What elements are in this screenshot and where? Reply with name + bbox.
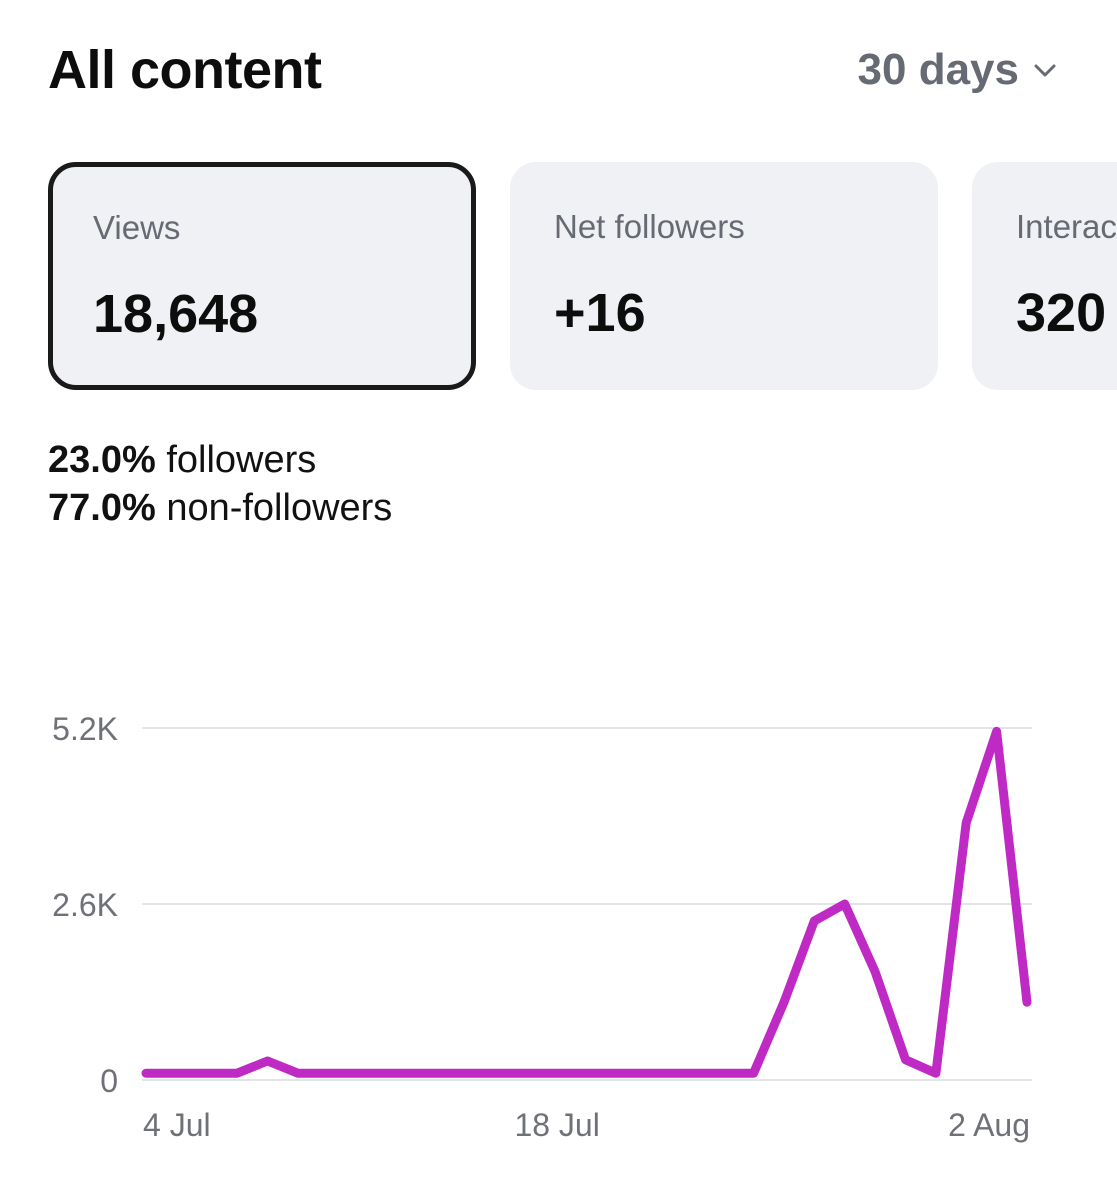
chevron-down-icon xyxy=(1034,64,1056,77)
net-followers-card[interactable]: Net followers +16 xyxy=(510,162,938,390)
followers-row: 23.0% followers xyxy=(48,436,392,484)
date-range-dropdown[interactable]: 30 days xyxy=(858,42,1059,98)
followers-text: followers xyxy=(166,439,317,481)
interactions-card[interactable]: Interactions 320 xyxy=(972,162,1117,390)
y-tick-label: 0 xyxy=(100,1063,118,1099)
series-line-views xyxy=(141,726,1032,1078)
net-followers-label: Net followers xyxy=(554,208,745,245)
y-tick-label: 5.2K xyxy=(52,711,118,747)
metric-cards: Views 18,648 Net followers +16 Interacti… xyxy=(48,162,1117,390)
y-tick-label: 2.6K xyxy=(52,887,118,923)
followers-percent: 23.0% xyxy=(48,439,156,481)
non-followers-row: 77.0% non-followers xyxy=(48,484,392,532)
x-tick-label: 2 Aug xyxy=(948,1107,1030,1143)
interactions-value: 320 xyxy=(1016,283,1107,343)
views-line-chart: 0 2.6K 5.2K 4 Jul 18 Jul 2 Aug xyxy=(52,711,1032,1143)
non-followers-percent: 77.0% xyxy=(48,487,156,529)
x-tick-label: 4 Jul xyxy=(143,1107,211,1143)
interactions-label: Interactions xyxy=(1016,208,1117,245)
views-value: 18,648 xyxy=(93,284,259,344)
audience-breakdown: 23.0% followers 77.0% non-followers xyxy=(48,436,392,532)
date-range-label: 30 days xyxy=(857,45,1019,94)
x-tick-label: 18 Jul xyxy=(514,1107,599,1143)
non-followers-text: non-followers xyxy=(166,487,393,529)
views-card[interactable]: Views 18,648 xyxy=(48,162,476,390)
net-followers-value: +16 xyxy=(554,283,646,343)
page-title: All content xyxy=(48,40,322,100)
views-label: Views xyxy=(93,209,181,246)
